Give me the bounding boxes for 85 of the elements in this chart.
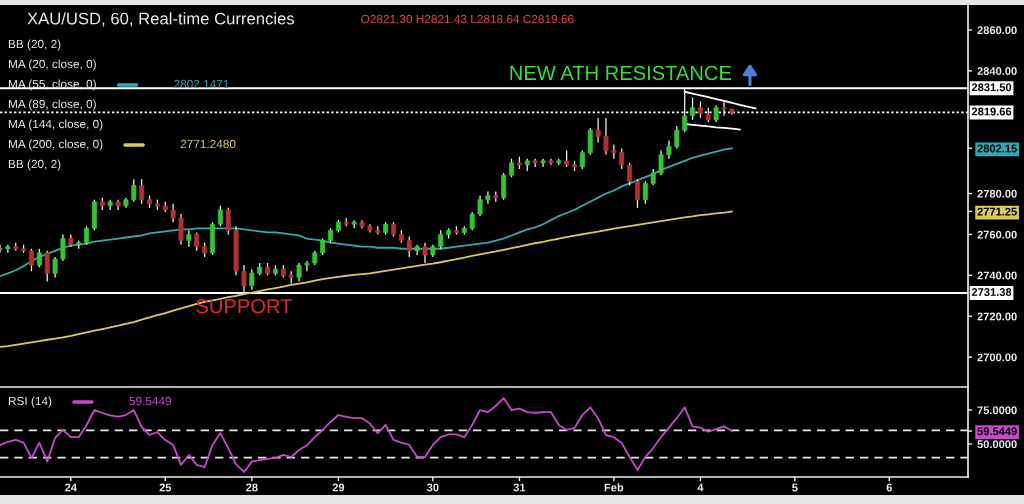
text: MA (144, close, 0) [8, 119, 103, 131]
x-tick-label: 31 [513, 483, 526, 492]
candlestick [469, 211, 475, 231]
candlestick [241, 264, 247, 293]
text: O2821.30 H2821.43 L2818.64 C2819.66 [361, 14, 574, 24]
annotation: 2802.1471 [174, 79, 229, 89]
candlestick [406, 235, 412, 258]
candlestick [186, 229, 192, 248]
candlestick [579, 149, 585, 170]
y-tick-label: 2840.00 [977, 67, 1017, 75]
y-tick-label: 2780.00 [977, 189, 1017, 198]
candlestick [217, 205, 223, 227]
text: BB (20, 2) [8, 159, 61, 171]
candlestick [36, 248, 42, 268]
y-tick-label: 2860.00 [977, 26, 1017, 35]
candlestick [84, 225, 90, 246]
candlestick [304, 260, 310, 272]
candlestick [178, 213, 184, 246]
annotation: NEW ATH RESISTANCE [510, 65, 732, 81]
candlestick [666, 139, 672, 160]
x-tick-label: 30 [426, 483, 439, 492]
x-tick-label: 24 [65, 483, 77, 492]
candlestick [634, 178, 640, 209]
candlestick [674, 125, 680, 150]
y-tick-label: 2700.00 [977, 353, 1017, 362]
y-tick-label: 75.0000 [977, 406, 1017, 415]
candlestick [29, 248, 34, 272]
y-tick-label: 2740.00 [977, 271, 1017, 280]
candlestick [627, 162, 633, 186]
line-series [0, 210, 733, 348]
candlestick [52, 256, 58, 279]
candlestick [595, 117, 601, 144]
text: MA (89, close, 0) [8, 99, 96, 111]
candlestick [170, 203, 176, 223]
x-tick-label: 5 [792, 483, 798, 492]
legend-label: MA (200, close, 0) [8, 139, 103, 151]
candlestick [44, 250, 50, 283]
candlestick [194, 231, 200, 252]
candlestick [501, 172, 507, 201]
candlestick [477, 194, 483, 217]
x-tick-label: 4 [697, 483, 704, 492]
y-tick-label: 2760.00 [977, 230, 1017, 239]
candlestick [351, 219, 357, 229]
candlestick [642, 180, 648, 205]
candlestick [438, 229, 444, 250]
candlestick [131, 178, 137, 203]
candlestick [611, 143, 617, 160]
candlestick [658, 149, 664, 176]
annotation: 59.5449 [129, 396, 172, 406]
candlestick [249, 268, 255, 291]
x-tick-label: Feb [604, 483, 624, 492]
candlestick [721, 100, 727, 117]
candlestick [296, 262, 302, 283]
line-series [683, 90, 757, 110]
candlestick [690, 96, 696, 121]
x-tick-label: 28 [246, 483, 258, 492]
candlestick [509, 158, 515, 178]
candlestick [5, 244, 11, 254]
x-tick-label: 25 [159, 483, 172, 492]
y-tick-label: 50.0000 [977, 440, 1017, 449]
text: BB (20, 2) [8, 39, 61, 51]
annotation: 2771.2480 [180, 139, 236, 149]
ref-line-label: 2831.50 [971, 83, 1012, 92]
candlestick [603, 117, 609, 156]
candlestick [225, 207, 231, 236]
chart-title: XAU/USD, 60, Real-time Currencies [27, 12, 295, 27]
candlestick [139, 178, 145, 205]
y-tick-label: 2771.25 [977, 207, 1017, 216]
candlestick [682, 88, 688, 133]
candlestick [619, 147, 625, 170]
text: MA (20, close, 0) [8, 59, 96, 71]
legend-label: RSI (14) [8, 396, 52, 408]
candlestick [485, 190, 491, 205]
y-tick-label: 59.5449 [977, 427, 1017, 436]
x-tick-label: 6 [886, 483, 892, 492]
candlestick [60, 233, 66, 262]
annotation: SUPPORT [196, 299, 293, 314]
candlestick [422, 242, 428, 264]
candlestick [587, 127, 593, 156]
ref-line-label: 2819.66 [971, 107, 1012, 116]
ref-line-label: 2731.38 [971, 288, 1012, 296]
x-tick-label: 29 [332, 483, 345, 492]
y-tick-label: 2720.00 [977, 312, 1017, 321]
y-tick-label: 2802.15 [977, 144, 1017, 153]
line-series [0, 397, 733, 473]
